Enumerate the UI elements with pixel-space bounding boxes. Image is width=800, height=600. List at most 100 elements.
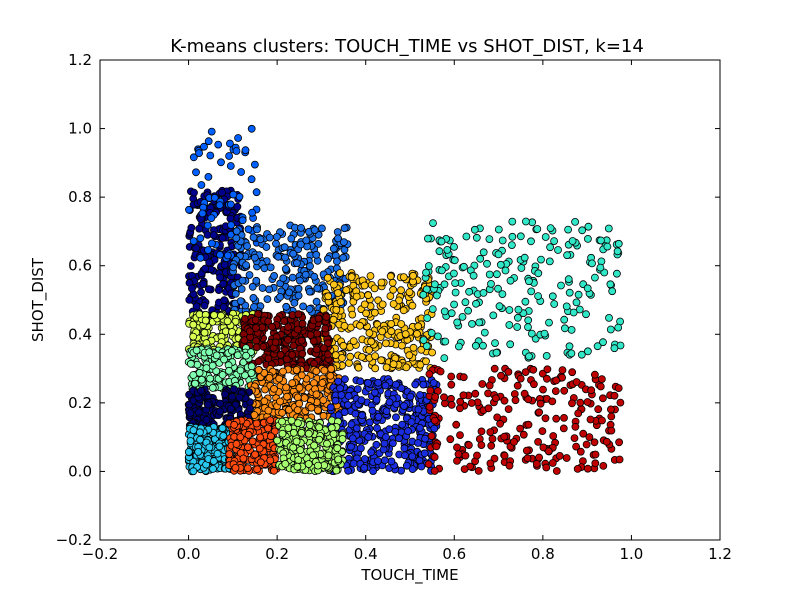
data-point bbox=[197, 288, 205, 297]
data-point bbox=[460, 465, 469, 474]
data-point bbox=[453, 318, 462, 327]
data-point bbox=[572, 442, 580, 451]
data-point bbox=[607, 405, 615, 414]
data-point bbox=[331, 351, 340, 360]
data-point bbox=[440, 280, 449, 289]
data-point bbox=[450, 256, 459, 265]
data-point bbox=[545, 318, 553, 327]
data-point bbox=[220, 296, 229, 305]
data-point bbox=[479, 341, 487, 350]
data-point bbox=[610, 344, 619, 353]
data-point bbox=[454, 342, 463, 351]
data-point bbox=[215, 407, 224, 416]
data-point bbox=[613, 247, 622, 256]
data-point bbox=[599, 461, 608, 470]
data-point bbox=[542, 351, 551, 360]
data-point bbox=[356, 377, 365, 386]
data-point bbox=[524, 420, 533, 429]
data-point bbox=[212, 367, 221, 376]
data-point bbox=[310, 272, 319, 281]
data-point bbox=[498, 236, 507, 245]
data-point bbox=[197, 181, 206, 189]
data-point bbox=[473, 451, 481, 460]
data-point bbox=[313, 329, 322, 338]
data-point bbox=[360, 300, 369, 309]
data-point bbox=[431, 392, 440, 401]
data-point bbox=[599, 338, 607, 347]
data-point bbox=[294, 284, 303, 293]
data-point bbox=[203, 221, 212, 230]
data-point bbox=[450, 242, 458, 251]
data-point bbox=[264, 406, 273, 415]
data-point bbox=[377, 356, 386, 365]
data-point bbox=[310, 226, 319, 235]
data-point bbox=[294, 456, 303, 464]
data-point bbox=[334, 289, 342, 297]
data-point bbox=[253, 465, 262, 474]
data-point bbox=[477, 441, 486, 450]
data-point bbox=[233, 202, 242, 211]
data-point bbox=[472, 233, 481, 242]
data-point bbox=[561, 324, 569, 333]
data-point bbox=[282, 383, 291, 392]
data-point bbox=[591, 273, 599, 282]
data-point bbox=[360, 463, 369, 472]
data-point bbox=[281, 264, 290, 273]
data-point bbox=[542, 463, 551, 472]
data-point bbox=[244, 430, 253, 439]
data-point bbox=[461, 451, 470, 460]
data-point bbox=[474, 466, 483, 475]
data-point bbox=[204, 172, 213, 181]
data-point bbox=[333, 444, 342, 453]
data-point bbox=[242, 261, 251, 270]
data-point bbox=[567, 349, 576, 358]
data-point bbox=[195, 224, 204, 233]
data-point bbox=[387, 327, 396, 336]
data-point bbox=[333, 228, 342, 236]
data-point bbox=[504, 367, 513, 376]
data-point bbox=[603, 242, 612, 251]
data-point bbox=[432, 442, 441, 451]
data-point bbox=[513, 323, 522, 331]
data-point bbox=[252, 343, 261, 352]
data-point bbox=[437, 266, 446, 275]
data-point bbox=[298, 319, 307, 328]
data-point bbox=[574, 290, 583, 299]
data-point bbox=[517, 264, 526, 272]
data-point bbox=[299, 302, 308, 311]
data-point bbox=[492, 348, 501, 357]
data-point bbox=[186, 262, 195, 270]
data-point bbox=[266, 263, 275, 272]
data-point bbox=[596, 382, 605, 391]
data-point bbox=[218, 370, 227, 379]
data-point bbox=[430, 280, 439, 289]
data-point bbox=[574, 409, 583, 418]
data-point bbox=[449, 269, 458, 278]
data-point bbox=[368, 406, 377, 415]
data-point bbox=[563, 251, 571, 260]
data-point bbox=[476, 254, 485, 263]
data-point bbox=[369, 467, 378, 476]
data-point bbox=[309, 337, 318, 346]
data-point bbox=[397, 286, 405, 295]
data-point bbox=[189, 467, 198, 476]
data-point bbox=[289, 428, 298, 437]
data-point bbox=[199, 280, 208, 288]
data-point bbox=[207, 239, 216, 248]
data-point bbox=[405, 351, 414, 360]
data-point bbox=[505, 461, 514, 470]
data-point bbox=[323, 254, 332, 263]
data-point bbox=[365, 418, 374, 427]
data-point bbox=[454, 450, 463, 459]
data-point bbox=[252, 419, 261, 428]
data-point bbox=[560, 315, 569, 324]
data-point bbox=[305, 305, 314, 313]
data-point bbox=[209, 457, 218, 466]
data-point bbox=[248, 208, 257, 217]
data-point bbox=[272, 232, 281, 241]
data-point bbox=[247, 362, 256, 371]
data-point bbox=[549, 432, 558, 440]
data-point bbox=[312, 367, 321, 376]
data-point bbox=[602, 437, 611, 446]
data-point bbox=[250, 303, 258, 311]
